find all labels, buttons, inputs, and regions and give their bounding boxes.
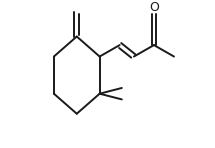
Text: O: O — [149, 1, 159, 14]
